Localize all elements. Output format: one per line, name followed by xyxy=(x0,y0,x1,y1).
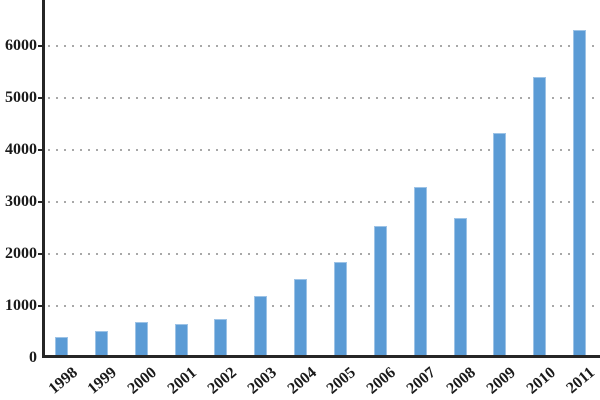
y-axis-tick xyxy=(38,252,42,255)
y-tick-label: 2000 xyxy=(5,244,37,262)
x-tick-label: 2005 xyxy=(323,364,360,398)
gridline xyxy=(48,148,600,151)
x-tick-label: 2009 xyxy=(483,364,519,398)
x-tick-label: 1998 xyxy=(44,364,81,398)
bar xyxy=(413,186,427,358)
bar xyxy=(174,323,188,358)
y-tick-label: 4000 xyxy=(5,140,37,158)
y-axis-tick xyxy=(38,200,42,203)
x-tick-label: 2006 xyxy=(363,364,400,398)
gridline xyxy=(48,304,600,307)
bar xyxy=(254,296,268,358)
x-tick-label: 1999 xyxy=(84,364,121,398)
bar xyxy=(134,321,148,358)
gridline xyxy=(48,44,600,47)
bar xyxy=(333,262,347,358)
bar xyxy=(214,319,228,358)
y-axis-tick xyxy=(38,44,42,47)
y-axis-tick xyxy=(38,96,42,99)
x-tick-label: 2008 xyxy=(443,364,479,398)
x-tick-label: 2010 xyxy=(523,364,559,398)
gridline xyxy=(48,96,600,99)
bar xyxy=(453,217,467,358)
bar xyxy=(373,225,387,358)
bar xyxy=(493,132,507,358)
y-axis-tick xyxy=(38,148,42,151)
x-tick-label: 2004 xyxy=(284,364,320,398)
x-tick-label: 2001 xyxy=(164,364,200,398)
x-tick-label: 2007 xyxy=(403,364,440,398)
y-tick-label: 0 xyxy=(29,348,37,366)
x-tick-label: 2002 xyxy=(204,364,240,398)
y-tick-label: 6000 xyxy=(5,36,37,54)
gridline xyxy=(48,200,600,203)
gridline xyxy=(48,252,600,255)
bar xyxy=(533,77,547,358)
bar xyxy=(94,330,108,358)
bar xyxy=(294,278,308,358)
bar xyxy=(573,29,587,358)
x-axis-line xyxy=(42,355,600,358)
x-tick-label: 2000 xyxy=(124,364,161,398)
y-tick-label: 3000 xyxy=(5,192,37,210)
y-tick-label: 5000 xyxy=(5,88,37,106)
y-axis-line xyxy=(42,0,45,358)
x-tick-label: 2003 xyxy=(244,364,280,398)
y-tick-label: 1000 xyxy=(5,296,37,314)
x-tick-label: 2011 xyxy=(563,364,599,398)
y-axis-tick xyxy=(38,304,42,307)
